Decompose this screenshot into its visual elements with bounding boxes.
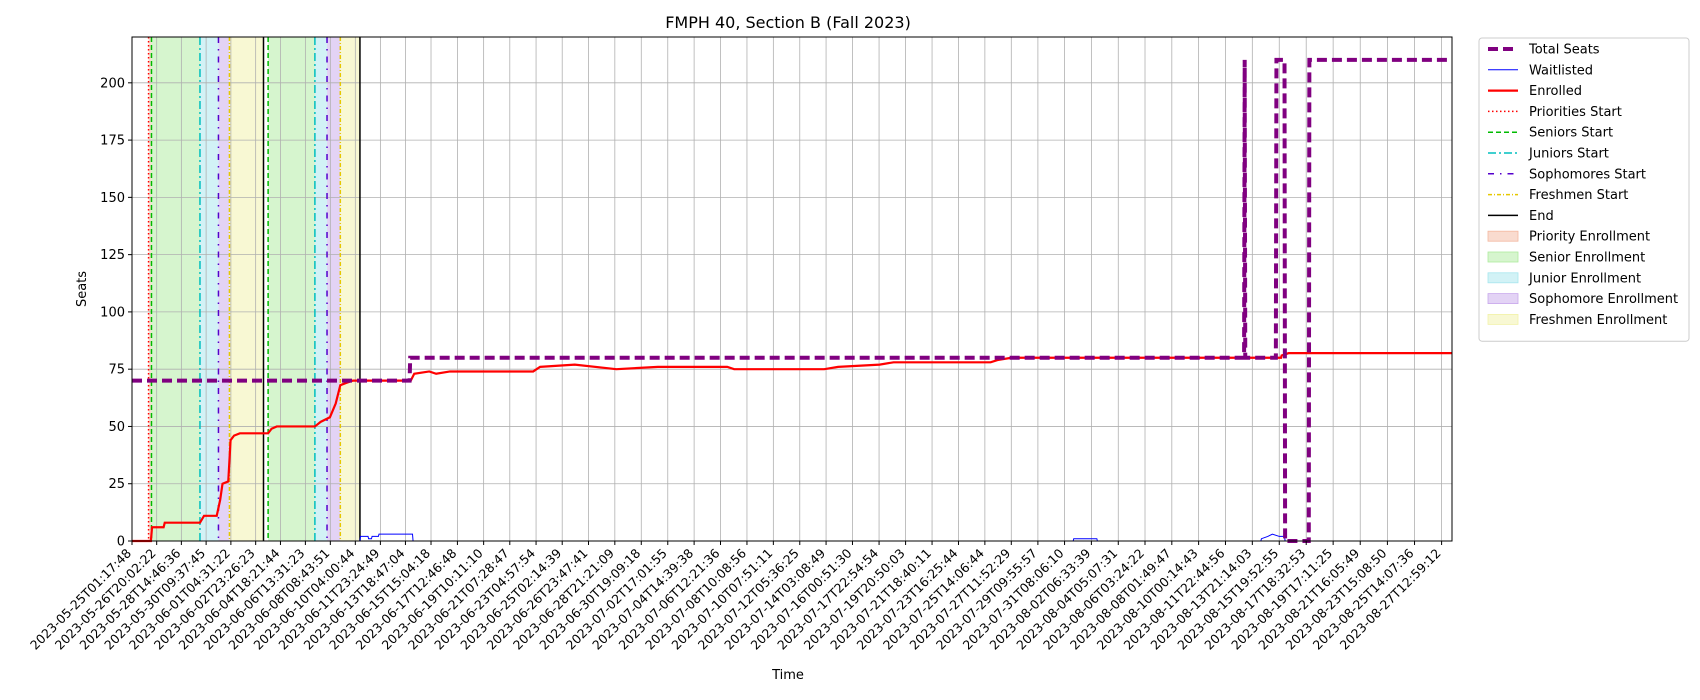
enrollment-span-0 (148, 37, 152, 541)
y-tick-label-5: 125 (100, 248, 125, 263)
y-axis-ticks: 0 25 50 75 100 125 150 175 200 (100, 76, 132, 550)
enrollment-period-spans (148, 37, 360, 541)
y-tick-label-2: 50 (108, 420, 125, 435)
period-start-lines (147, 37, 361, 541)
y-axis-label: Seats (75, 271, 90, 307)
enrollment-span-6 (314, 37, 328, 541)
legend-swatch-freshmen-enrollment (1487, 313, 1519, 325)
legend-label-total-seats: Total Seats (1528, 43, 1600, 58)
legend-label-juniors-start: Juniors Start (1528, 147, 1609, 162)
y-tick-label-1: 25 (108, 477, 125, 492)
enrollment-span-4 (229, 37, 264, 541)
enrollment-span-1 (151, 37, 200, 541)
enrollment-span-7 (327, 37, 341, 541)
legend-label-waitlisted: Waitlisted (1529, 63, 1593, 78)
legend-label-freshmen-enrollment: Freshmen Enrollment (1529, 313, 1667, 328)
legend-label-freshmen-start: Freshmen Start (1529, 188, 1628, 203)
axes-frame (131, 36, 1453, 542)
legend-label-seniors-start: Seniors Start (1529, 126, 1613, 141)
enrollment-span-5 (268, 37, 315, 541)
legend-label-sophomore-enrollment: Sophomore Enrollment (1529, 292, 1678, 307)
enrollment-span-8 (340, 37, 360, 541)
axes-border (131, 36, 1453, 542)
legend-box (1478, 37, 1690, 342)
legend-label-priorities-start: Priorities Start (1529, 105, 1622, 120)
legend-swatch-junior-enrollment (1487, 272, 1519, 284)
y-tick-label-3: 75 (108, 363, 125, 378)
legend-label-enrolled: Enrolled (1529, 84, 1582, 99)
chart-title: FMPH 40, Section B (Fall 2023) (665, 13, 911, 32)
legend-label-sophomores-start: Sophomores Start (1529, 167, 1646, 182)
legend-label-junior-enrollment: Junior Enrollment (1528, 271, 1641, 286)
legend-swatch-sophomore-enrollment (1487, 293, 1519, 305)
legend-swatch-priority-enrollment (1487, 230, 1519, 242)
grid-lines (131, 37, 1452, 542)
legend-label-end: End (1529, 209, 1554, 224)
legend-label-senior-enrollment: Senior Enrollment (1529, 251, 1645, 266)
y-tick-label-6: 150 (100, 191, 125, 206)
series-enrolled (132, 352, 1452, 543)
y-tick-label-7: 175 (100, 134, 125, 149)
y-tick-label-4: 100 (100, 305, 125, 320)
x-axis-label: Time (771, 668, 804, 683)
y-tick-label-0: 0 (117, 535, 125, 550)
chart-legend: Total Seats Waitlisted Enrolled Priorities … (1478, 37, 1690, 342)
legend-label-priority-enrollment: Priority Enrollment (1529, 230, 1650, 245)
enrollment-span-2 (199, 37, 219, 541)
enrollment-span-3 (218, 37, 230, 541)
x-axis-ticks: 2023-05-25T01:17:482023-05-26T20:02:2220… (27, 541, 1444, 653)
y-tick-label-8: 200 (100, 76, 125, 91)
legend-swatch-senior-enrollment (1487, 251, 1519, 263)
